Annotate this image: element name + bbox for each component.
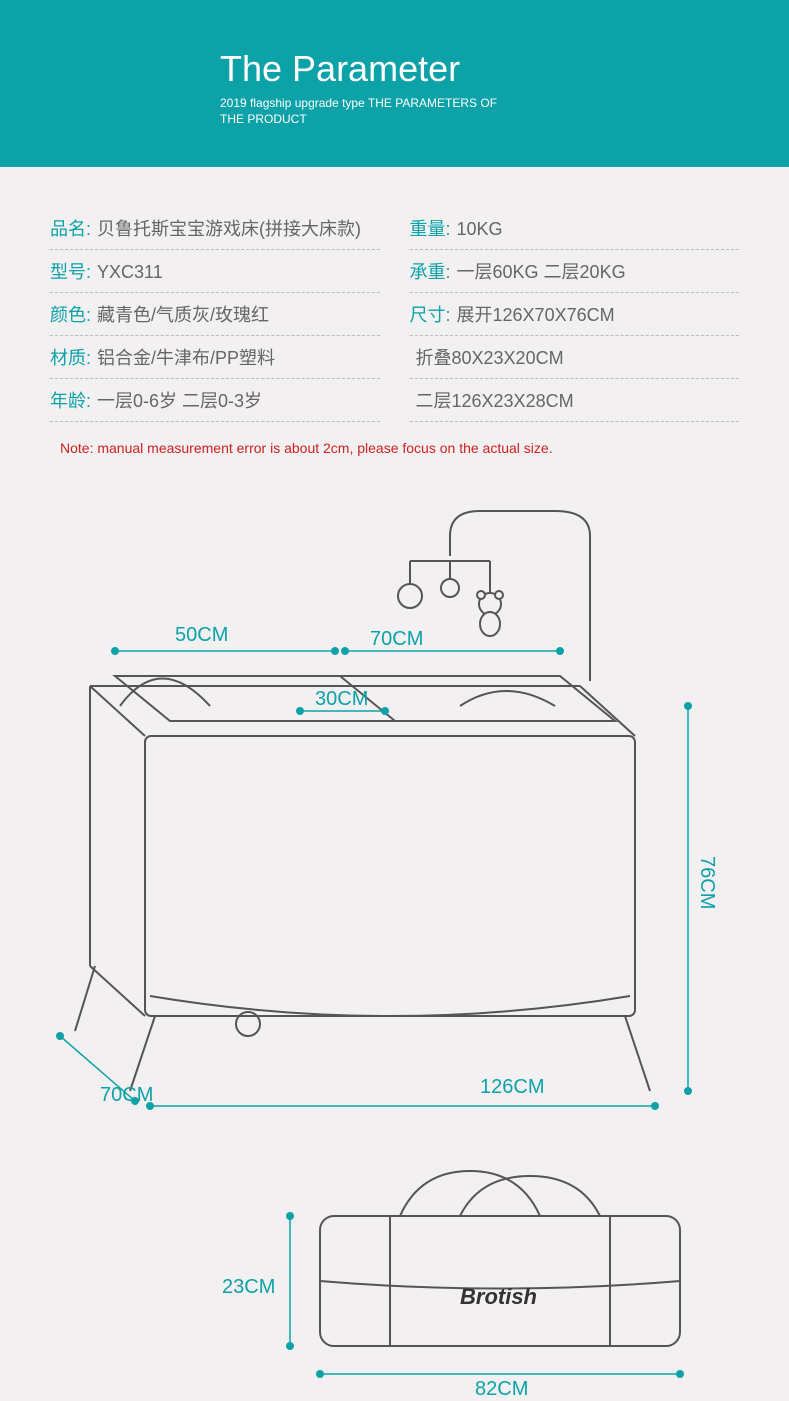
spec-value: 贝鲁托斯宝宝游戏床(拼接大床款) — [97, 215, 361, 241]
spec-value: 10KG — [457, 219, 503, 240]
spec-label: 年龄: — [50, 387, 91, 413]
page-subtitle: 2019 flagship upgrade type THE PARAMETER… — [220, 96, 520, 127]
header-banner: The Parameter 2019 flagship upgrade type… — [0, 0, 789, 167]
spec-row: 尺寸: 展开126X70X76CM — [410, 293, 740, 336]
spec-value: 铝合金/牛津布/PP塑料 — [97, 344, 275, 370]
spec-label: 型号: — [50, 258, 91, 284]
spec-value: 二层126X23X28CM — [416, 387, 574, 413]
page-title: The Parameter — [220, 48, 769, 90]
dim-126cm: 126CM — [480, 1076, 544, 1099]
spec-row: 重量: 10KG — [410, 207, 740, 250]
spec-value: 展开126X70X76CM — [457, 301, 615, 327]
spec-row: 品名: 贝鲁托斯宝宝游戏床(拼接大床款) — [50, 207, 380, 250]
spec-table: 品名: 贝鲁托斯宝宝游戏床(拼接大床款) 型号: YXC311 颜色: 藏青色/… — [0, 167, 789, 476]
dim-50cm: 50CM — [175, 624, 228, 647]
bag-brand: Brotish — [460, 1284, 537, 1310]
dim-bag-82cm: 82CM — [475, 1378, 528, 1401]
dim-70cm-depth: 70CM — [100, 1084, 153, 1107]
spec-label: 品名: — [50, 215, 91, 241]
spec-row: 承重: 一层60KG 二层20KG — [410, 250, 740, 293]
spec-value: YXC311 — [97, 262, 163, 283]
spec-row: 颜色: 藏青色/气质灰/玫瑰红 — [50, 293, 380, 336]
spec-label: 尺寸: — [410, 301, 451, 327]
spec-label: 颜色: — [50, 301, 91, 327]
spec-label: 承重: — [410, 258, 451, 284]
dim-70cm-top: 70CM — [370, 628, 423, 651]
spec-value: 一层0-6岁 二层0-3岁 — [97, 387, 262, 413]
note-text: Note: manual measurement error is about … — [60, 440, 739, 456]
spec-row: 二层126X23X28CM — [410, 379, 740, 422]
spec-value: 藏青色/气质灰/玫瑰红 — [97, 301, 269, 327]
dim-76cm: 76CM — [695, 856, 718, 909]
product-diagram — [0, 476, 789, 1396]
spec-row: 年龄: 一层0-6岁 二层0-3岁 — [50, 379, 380, 422]
diagram-area: 50CM 70CM 30CM 70CM 126CM 76CM 23CM 82CM… — [0, 476, 789, 1396]
spec-value: 一层60KG 二层20KG — [457, 258, 626, 284]
spec-value: 折叠80X23X20CM — [416, 344, 564, 370]
spec-label: 材质: — [50, 344, 91, 370]
spec-label: 重量: — [410, 215, 451, 241]
dim-bag-23cm: 23CM — [222, 1276, 275, 1299]
dim-30cm: 30CM — [315, 688, 368, 711]
spec-row: 折叠80X23X20CM — [410, 336, 740, 379]
spec-row: 材质: 铝合金/牛津布/PP塑料 — [50, 336, 380, 379]
spec-row: 型号: YXC311 — [50, 250, 380, 293]
